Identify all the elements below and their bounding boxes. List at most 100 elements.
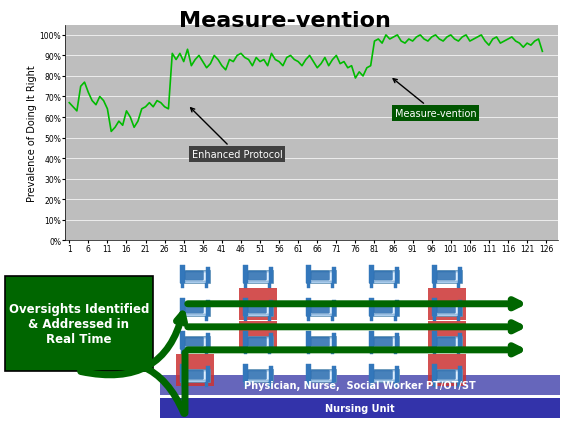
FancyBboxPatch shape [394, 382, 398, 387]
FancyBboxPatch shape [207, 268, 210, 283]
FancyBboxPatch shape [332, 316, 335, 321]
Text: Physician, Nurse,  Social Worker PT/OT/ST: Physician, Nurse, Social Worker PT/OT/ST [244, 380, 476, 390]
FancyBboxPatch shape [434, 349, 436, 354]
FancyBboxPatch shape [245, 283, 248, 288]
FancyBboxPatch shape [307, 316, 311, 321]
FancyBboxPatch shape [394, 283, 398, 288]
FancyBboxPatch shape [432, 298, 438, 316]
FancyBboxPatch shape [269, 349, 271, 354]
FancyBboxPatch shape [306, 298, 311, 316]
FancyBboxPatch shape [269, 334, 273, 349]
Text: Measure-vention: Measure-vention [393, 80, 476, 119]
FancyBboxPatch shape [370, 349, 373, 354]
FancyBboxPatch shape [374, 304, 393, 314]
FancyBboxPatch shape [371, 305, 397, 314]
FancyBboxPatch shape [311, 337, 329, 346]
FancyBboxPatch shape [306, 270, 336, 283]
FancyBboxPatch shape [243, 270, 273, 283]
FancyBboxPatch shape [434, 339, 460, 347]
FancyBboxPatch shape [395, 334, 399, 349]
FancyBboxPatch shape [308, 273, 334, 281]
FancyBboxPatch shape [243, 364, 249, 382]
FancyBboxPatch shape [370, 316, 373, 321]
FancyBboxPatch shape [332, 300, 336, 316]
FancyBboxPatch shape [432, 331, 438, 349]
FancyBboxPatch shape [311, 271, 329, 280]
FancyBboxPatch shape [369, 364, 374, 382]
FancyBboxPatch shape [428, 321, 466, 353]
FancyBboxPatch shape [434, 316, 436, 321]
FancyBboxPatch shape [182, 349, 184, 354]
FancyBboxPatch shape [457, 283, 460, 288]
FancyBboxPatch shape [374, 271, 393, 280]
FancyBboxPatch shape [245, 339, 271, 347]
FancyBboxPatch shape [459, 300, 462, 316]
FancyBboxPatch shape [371, 371, 397, 380]
FancyBboxPatch shape [185, 370, 204, 380]
FancyBboxPatch shape [370, 382, 373, 387]
FancyBboxPatch shape [180, 265, 185, 283]
FancyBboxPatch shape [434, 283, 436, 288]
FancyBboxPatch shape [369, 265, 374, 283]
FancyBboxPatch shape [207, 300, 210, 316]
FancyBboxPatch shape [432, 270, 462, 283]
FancyBboxPatch shape [428, 354, 466, 386]
FancyBboxPatch shape [182, 283, 184, 288]
FancyBboxPatch shape [306, 331, 311, 349]
FancyBboxPatch shape [434, 371, 460, 380]
FancyBboxPatch shape [311, 304, 329, 314]
FancyBboxPatch shape [269, 300, 273, 316]
FancyBboxPatch shape [182, 382, 184, 387]
FancyBboxPatch shape [307, 349, 311, 354]
FancyBboxPatch shape [160, 375, 560, 395]
FancyBboxPatch shape [332, 366, 336, 382]
FancyBboxPatch shape [432, 303, 462, 316]
FancyBboxPatch shape [432, 364, 438, 382]
FancyBboxPatch shape [457, 382, 460, 387]
FancyBboxPatch shape [182, 273, 208, 281]
FancyBboxPatch shape [332, 268, 336, 283]
FancyBboxPatch shape [248, 370, 266, 380]
FancyBboxPatch shape [207, 334, 210, 349]
FancyBboxPatch shape [308, 371, 334, 380]
FancyBboxPatch shape [205, 316, 208, 321]
FancyBboxPatch shape [306, 364, 311, 382]
FancyBboxPatch shape [306, 336, 336, 349]
FancyBboxPatch shape [457, 316, 460, 321]
FancyBboxPatch shape [245, 371, 271, 380]
FancyBboxPatch shape [308, 305, 334, 314]
FancyBboxPatch shape [243, 369, 273, 382]
FancyBboxPatch shape [332, 382, 335, 387]
FancyBboxPatch shape [369, 336, 399, 349]
FancyBboxPatch shape [245, 273, 271, 281]
FancyBboxPatch shape [374, 337, 393, 346]
FancyBboxPatch shape [437, 304, 456, 314]
Text: Nursing Unit: Nursing Unit [325, 403, 395, 413]
FancyBboxPatch shape [5, 276, 153, 371]
FancyBboxPatch shape [239, 288, 277, 320]
FancyBboxPatch shape [243, 331, 249, 349]
FancyBboxPatch shape [369, 369, 399, 382]
FancyBboxPatch shape [432, 369, 462, 382]
FancyBboxPatch shape [306, 369, 336, 382]
FancyBboxPatch shape [248, 337, 266, 346]
FancyBboxPatch shape [185, 271, 204, 280]
FancyBboxPatch shape [369, 270, 399, 283]
Text: Measure-vention: Measure-vention [179, 11, 390, 31]
FancyBboxPatch shape [332, 349, 335, 354]
FancyBboxPatch shape [369, 298, 374, 316]
FancyBboxPatch shape [434, 382, 436, 387]
FancyBboxPatch shape [307, 382, 311, 387]
FancyBboxPatch shape [371, 339, 397, 347]
FancyBboxPatch shape [185, 304, 204, 314]
Y-axis label: Prevalence of Doing It Right: Prevalence of Doing It Right [27, 65, 37, 201]
FancyBboxPatch shape [306, 265, 311, 283]
FancyBboxPatch shape [369, 303, 399, 316]
FancyBboxPatch shape [395, 268, 399, 283]
FancyBboxPatch shape [182, 339, 208, 347]
FancyBboxPatch shape [248, 271, 266, 280]
FancyBboxPatch shape [457, 349, 460, 354]
FancyBboxPatch shape [182, 371, 208, 380]
FancyBboxPatch shape [374, 370, 393, 380]
FancyBboxPatch shape [182, 305, 208, 314]
